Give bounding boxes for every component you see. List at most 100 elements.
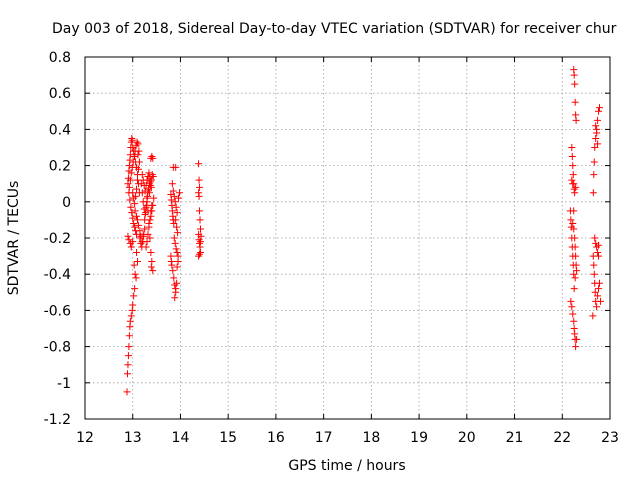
data-point — [595, 241, 603, 249]
data-point — [196, 216, 204, 224]
data-point — [572, 252, 580, 260]
data-point — [595, 285, 603, 293]
data-point — [126, 196, 134, 204]
data-point — [124, 361, 132, 369]
data-point — [145, 220, 153, 228]
data-point — [128, 209, 136, 217]
data-point — [572, 183, 580, 191]
data-point — [569, 162, 577, 170]
data-point — [130, 220, 138, 228]
data-point — [129, 214, 137, 222]
data-point — [173, 223, 181, 231]
data-point — [148, 153, 156, 161]
y-tick-label: -1 — [57, 376, 71, 392]
y-tick-label: 0 — [62, 195, 71, 211]
y-tick-label: 0.8 — [49, 50, 71, 66]
data-point — [132, 274, 140, 282]
x-tick-label: 16 — [267, 430, 285, 446]
data-point — [130, 194, 138, 202]
x-tick-label: 22 — [553, 430, 571, 446]
axis-ticks: 12 13 14 15 16 17 18 19 20 21 22 23 0.8 0.6 0.4 0.2 0 -0.… — [44, 50, 619, 446]
data-point — [171, 281, 179, 289]
data-point — [137, 239, 145, 247]
x-tick-label: 21 — [506, 430, 524, 446]
data-point — [591, 288, 599, 296]
data-point — [572, 343, 580, 351]
data-point — [143, 198, 151, 206]
data-point — [572, 116, 580, 124]
data-point — [173, 279, 181, 287]
data-point — [126, 151, 134, 159]
data-point — [589, 189, 597, 197]
data-point — [570, 270, 578, 278]
data-point — [170, 192, 178, 200]
data-point — [593, 129, 601, 137]
data-point — [131, 153, 139, 161]
data-point — [132, 192, 140, 200]
x-axis-label: GPS time / hours — [288, 458, 405, 474]
data-point — [126, 317, 134, 325]
data-point — [594, 116, 602, 124]
data-point — [132, 158, 140, 166]
data-point — [142, 243, 150, 251]
data-point — [134, 258, 141, 266]
data-point — [128, 136, 136, 144]
y-tick-label: -0.4 — [44, 267, 71, 283]
data-point — [568, 176, 576, 184]
data-point — [149, 172, 157, 180]
data-point — [569, 310, 577, 318]
data-point — [169, 267, 177, 275]
plot-frame — [84, 56, 611, 420]
data-point — [123, 370, 131, 378]
data-point — [176, 189, 183, 197]
data-point — [131, 223, 139, 231]
data-point — [141, 225, 149, 233]
x-tick-label: 23 — [601, 430, 619, 446]
data-point — [596, 104, 603, 112]
data-point — [171, 239, 179, 247]
data-point — [134, 151, 142, 159]
data-point — [589, 312, 597, 320]
data-point — [136, 234, 144, 242]
data-point — [592, 122, 600, 130]
grid-lines — [85, 57, 610, 419]
data-point — [146, 182, 154, 190]
data-point — [172, 216, 180, 224]
data-point — [197, 232, 205, 240]
data-point — [571, 98, 579, 106]
data-point — [571, 274, 579, 282]
data-point — [126, 176, 134, 184]
data-point — [592, 239, 600, 247]
data-point — [127, 312, 135, 320]
data-point — [130, 261, 138, 269]
data-point — [170, 234, 178, 242]
data-point — [570, 285, 578, 293]
data-point — [169, 187, 177, 195]
data-point — [168, 180, 176, 188]
data-point — [570, 207, 578, 215]
data-point — [196, 183, 204, 191]
data-point — [145, 189, 153, 197]
data-point — [568, 153, 576, 161]
y-tick-label: -1.2 — [44, 412, 71, 428]
data-point — [593, 303, 601, 311]
data-point — [149, 267, 157, 275]
data-point — [147, 248, 155, 256]
data-point — [591, 234, 599, 242]
data-point — [146, 234, 154, 242]
data-point — [168, 261, 176, 269]
data-point — [131, 285, 139, 293]
data-point — [196, 250, 204, 258]
data-point — [173, 248, 181, 256]
data-point — [144, 230, 152, 238]
data-point — [134, 165, 142, 173]
data-point — [147, 263, 155, 271]
data-point — [123, 388, 131, 396]
data-point — [141, 187, 149, 195]
data-point — [147, 176, 155, 184]
data-point — [127, 203, 135, 211]
data-point — [172, 288, 180, 296]
y-tick-label: -0.2 — [44, 231, 71, 247]
data-point — [127, 169, 135, 177]
data-point — [172, 203, 180, 211]
